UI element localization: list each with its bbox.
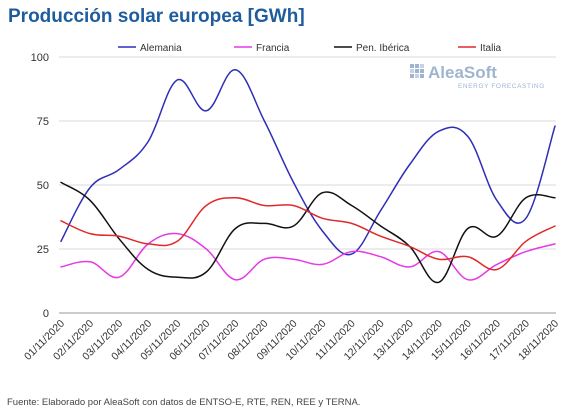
logo-tagline: ENERGY FORECASTING: [458, 83, 545, 90]
series-line-italia: [60, 197, 556, 271]
legend-label-italia: Italia: [480, 43, 502, 54]
aleasoft-logo: AleaSoft ENERGY FORECASTING: [410, 63, 545, 90]
y-tick-label: 100: [31, 52, 49, 64]
series-line-francia: [60, 232, 556, 281]
series-line-pen-ib-rica: [60, 181, 556, 284]
y-tick-label: 75: [37, 116, 49, 128]
logo-dots-icon: [410, 64, 424, 78]
gridlines: [59, 56, 556, 314]
legend-label-alemania: Alemania: [140, 43, 182, 54]
legend: Alemania Francia Pen. Ibérica Italia: [118, 43, 502, 54]
y-tick-label: 0: [43, 308, 49, 320]
legend-label-pen-ib-rica: Pen. Ibérica: [356, 43, 410, 54]
chart-title: Producción solar europea [GWh]: [8, 6, 305, 27]
legend-label-francia: Francia: [256, 43, 290, 54]
x-axis-ticks: 01/11/202002/11/202003/11/202004/11/2020…: [22, 318, 561, 363]
y-tick-label: 50: [37, 180, 49, 192]
source-note: Fuente: Elaborado por AleaSoft con datos…: [7, 397, 361, 408]
series-lines: [60, 69, 556, 284]
y-tick-label: 25: [37, 244, 49, 256]
y-axis-ticks: 0 25 50 75 100: [31, 52, 49, 320]
logo-name: AleaSoft: [428, 63, 497, 82]
